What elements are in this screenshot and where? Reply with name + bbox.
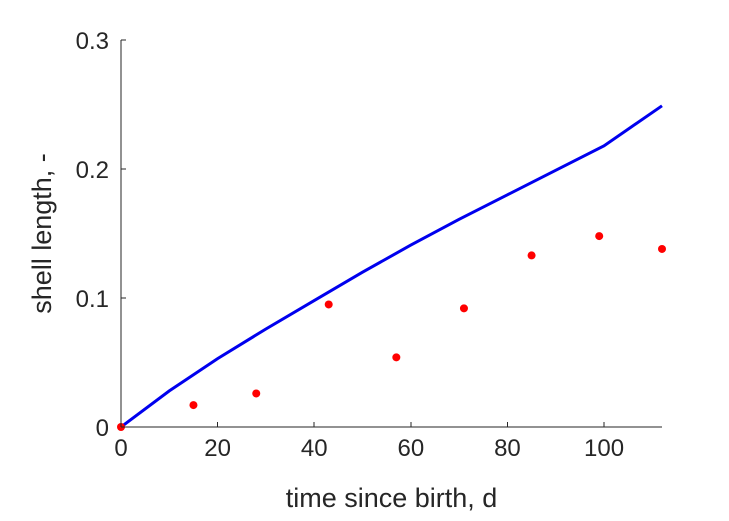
x-tick-label: 20 [204,435,231,462]
y-tick-label: 0 [96,415,109,442]
x-tick-label: 100 [584,435,624,462]
data-point [189,401,198,410]
data-point [324,300,333,309]
y-axis-label: shell length, - [27,153,57,314]
data-point [595,232,604,241]
y-tick-label: 0.1 [76,286,109,313]
data-point [527,251,536,260]
x-tick-label: 80 [494,435,521,462]
y-tick-label: 0.3 [76,28,109,55]
x-tick-label: 60 [397,435,424,462]
data-points [117,232,666,431]
data-point [392,353,401,362]
data-point [252,389,261,398]
x-tick-label: 40 [301,435,328,462]
plot-area [117,104,666,431]
model-curve-line [120,104,663,429]
x-tick-label: 0 [114,435,127,462]
data-point [459,304,468,313]
y-tick-label: 0.2 [76,157,109,184]
y-axis-ticks: 0 0.1 0.2 0.3 [76,28,126,442]
data-point [658,244,666,253]
x-axis-label: time since birth, d [286,483,498,513]
x-axis-ticks: 0 20 40 60 80 100 [114,422,624,462]
